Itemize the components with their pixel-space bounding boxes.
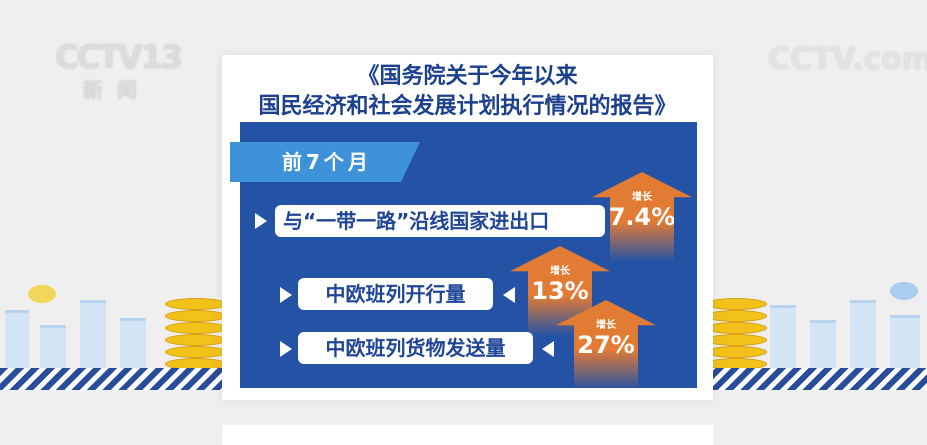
period-tab: 前7个月 (230, 142, 420, 182)
building-decoration (850, 300, 876, 373)
building-decoration (120, 318, 146, 373)
building-decoration (770, 305, 796, 373)
building-decoration (810, 320, 836, 373)
pointer-right-icon (280, 287, 292, 303)
stat-label-cargo: 中欧班列货物发送量 (298, 332, 533, 364)
speech-bubble-decoration (890, 282, 918, 300)
building-decoration (5, 310, 29, 373)
pointer-left-icon (503, 287, 515, 303)
stat-label-train-trips: 中欧班列开行量 (298, 278, 493, 310)
cctv-com-watermark: CCTV.com (768, 42, 927, 77)
coin-stack-right (705, 298, 767, 370)
cctv13-logo: CCTV13 新闻 (55, 38, 183, 102)
building-decoration (890, 315, 920, 373)
pointer-right-icon (280, 341, 292, 357)
coin-stack-left (165, 298, 227, 370)
speech-bubble-decoration (28, 285, 56, 303)
report-title: 《国务院关于今年以来 国民经济和社会发展计划执行情况的报告》 (258, 64, 677, 119)
building-decoration (80, 300, 106, 373)
stat-label-trade: 与“一带一路”沿线国家进出口 (275, 205, 605, 237)
building-decoration (40, 325, 66, 373)
pointer-left-icon (542, 341, 554, 357)
pointer-right-icon (255, 213, 267, 229)
next-card (222, 425, 713, 445)
